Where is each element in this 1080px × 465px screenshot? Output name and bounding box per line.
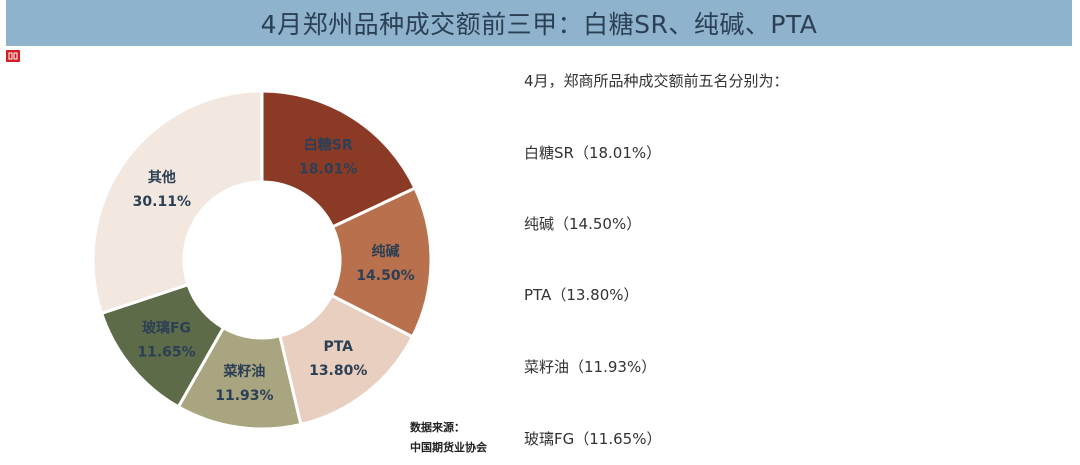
data-source: 数据来源： 中国期货业协会: [410, 418, 487, 458]
page-title: 4月郑州品种成交额前三甲：白糖SR、纯碱、PTA: [260, 10, 818, 39]
logo: [6, 50, 20, 62]
slice-name-label: 其他: [148, 169, 176, 186]
slice-name-label: PTA: [323, 339, 353, 355]
slice-value-label: 30.11%: [133, 194, 191, 210]
summary-item-value: （18.01%）: [573, 144, 662, 162]
slice-value-label: 11.65%: [137, 344, 195, 360]
summary-item-name: 玻璃FG: [524, 430, 575, 448]
summary-item-value: （14.50%）: [554, 215, 642, 233]
summary-intro: 4月，郑商所品种成交额前五名分别为：: [524, 72, 789, 90]
slice-value-label: 13.80%: [309, 363, 367, 379]
source-label: 数据来源：: [410, 421, 465, 434]
summary-item-name: 菜籽油: [524, 358, 570, 376]
slice-name-label: 菜籽油: [222, 363, 265, 380]
summary-item: 白糖SR（18.01%）: [524, 138, 661, 168]
slice-value-label: 14.50%: [356, 268, 414, 284]
slice-name-label: 白糖SR: [304, 137, 353, 154]
summary-item-value: （11.65%）: [574, 430, 662, 448]
title-bar: 4月郑州品种成交额前三甲：白糖SR、纯碱、PTA: [6, 0, 1072, 46]
summary-item-value: （11.93%）: [569, 358, 657, 376]
slice-name-label: 纯碱: [371, 243, 399, 260]
summary-item: PTA（13.80%）: [524, 280, 639, 310]
logo-icon: [8, 52, 18, 60]
slice-value-label: 11.93%: [215, 388, 273, 404]
donut-slice: [91, 89, 264, 316]
donut-slice: [329, 186, 433, 339]
slice-value-label: 18.01%: [299, 162, 357, 178]
summary-item-name: 白糖SR: [524, 144, 574, 162]
summary-item-value: （13.80%）: [551, 286, 639, 304]
slice-name-label: 玻璃FG: [142, 319, 191, 336]
summary-item-name: PTA: [524, 286, 552, 304]
donut-chart: 白糖SR 18.01% 纯碱 14.50% PTA 13.80% 菜籽油 11.93% 玻璃FG…: [91, 89, 433, 431]
summary-item: 玻璃FG（11.65%）: [524, 424, 661, 454]
summary-item: 菜籽油（11.93%）: [524, 352, 656, 382]
donut-slice: [260, 89, 417, 229]
source-name: 中国期货业协会: [410, 441, 487, 454]
summary-item: 纯碱（14.50%）: [524, 209, 641, 239]
summary-item-name: 纯碱: [524, 215, 555, 233]
